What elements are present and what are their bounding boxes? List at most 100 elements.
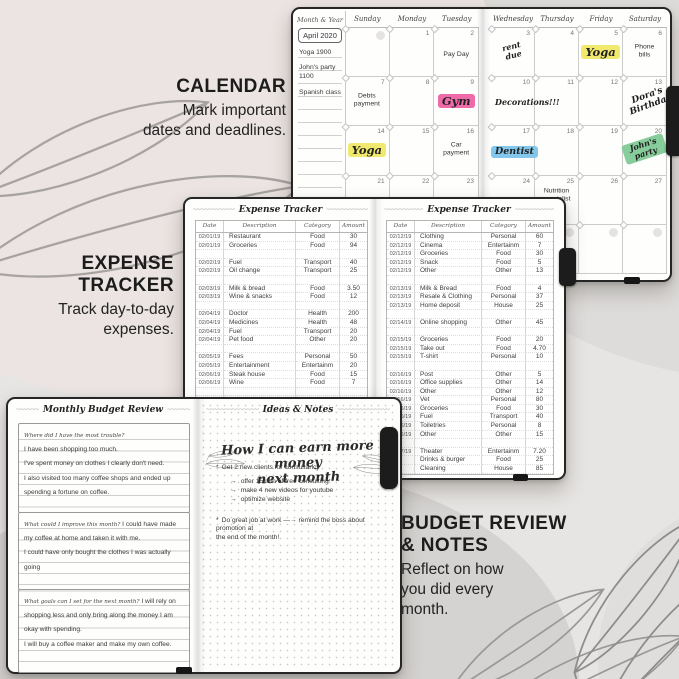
- table-row: 02/12/19 Clothing Personal 60: [387, 233, 553, 242]
- table-row: [387, 327, 553, 337]
- cell-category: [482, 439, 526, 448]
- table-row: 02/16/19 Other Other 12: [387, 387, 553, 397]
- date-number: 17: [522, 128, 530, 136]
- cell-amount: 25: [526, 456, 553, 466]
- day-header: Friday: [589, 15, 613, 23]
- cell-description: Theater: [415, 447, 482, 457]
- cell-amount: 80: [526, 396, 553, 405]
- expense-table: Date Description Category Amount 02/01/19 R…: [195, 220, 368, 406]
- table-row: 02/06/19 Steak house Food 15: [196, 370, 367, 380]
- cell-category: Other: [482, 387, 526, 397]
- cell-amount: 25: [340, 267, 367, 276]
- day-header-row: Sunday Monday Tuesday: [345, 11, 479, 27]
- calendar-cell: 14 Yoga: [345, 126, 390, 176]
- cell-description: [415, 361, 482, 371]
- page-header: ~~~~~~~~~~~~~~~~~~~~~~~~~~~~~~~~~~~~ Exp…: [378, 202, 560, 217]
- cell-date: 02/05/19: [196, 353, 224, 362]
- faded-date-circle: [609, 227, 618, 237]
- elastic-band-tab: [624, 277, 640, 284]
- cell-amount: 20: [526, 336, 553, 345]
- cell-amount: [526, 328, 553, 337]
- cell-description: Pet food: [224, 336, 296, 345]
- expense-table: Date Description Category Amount 02/12/19 C…: [386, 220, 554, 475]
- calendar-cell: 15: [389, 126, 435, 176]
- calendar-label-title: CALENDAR: [176, 76, 286, 97]
- arrow-icon: →: [230, 495, 237, 503]
- cell-category: House: [482, 465, 526, 474]
- faded-date-circle: [375, 31, 385, 40]
- day-header: Wednesday: [492, 15, 534, 23]
- cell-date: 02/14/19: [387, 318, 415, 328]
- calendar-note: rent due: [491, 39, 534, 63]
- cell-description: Cleaning: [415, 465, 482, 474]
- cell-date: 02/15/19: [387, 344, 415, 354]
- cell-description: [415, 310, 482, 319]
- date-number: 26: [610, 177, 618, 185]
- cell-amount: 48: [340, 319, 367, 328]
- page-header: ~~~~~~~~~~~~~~~~~~~~~~~~~~~~~~~~~~~~ Mon…: [10, 402, 196, 417]
- cell-date: 02/04/19: [196, 310, 224, 319]
- notes-bullet-1-text: Get 2 new clients for consultancy: [221, 464, 320, 471]
- calendar-note: Dora's Birthday: [623, 86, 673, 118]
- cell-date: 02/16/19: [387, 387, 415, 397]
- calendar-cell: 13 Dora's Birthday: [623, 77, 673, 127]
- calendar-note-text: rent due: [500, 39, 523, 62]
- expense-label-title: EXPENSE TRACKER: [78, 253, 174, 296]
- table-row: 02/15/19 Groceries Food 20: [387, 336, 553, 345]
- table-row: [196, 275, 367, 285]
- calendar-note-text: Decorations!!!: [495, 97, 560, 108]
- calendar-note: Yoga: [579, 43, 622, 61]
- table-row: Drinks & burger Food 25: [387, 456, 553, 466]
- cell-date: 02/01/19: [196, 241, 224, 251]
- calendar-note-text: Yoga: [347, 143, 387, 158]
- squiggle-divider: ~~~~~~~~~~~~~~~~~~~~~~~~~~~~~~~~~~~~: [326, 205, 368, 214]
- table-row: 02/16/19 Groceries Food 30: [387, 404, 553, 414]
- cell-amount: 7: [340, 379, 367, 388]
- calendar-cell: 7 Debts payment: [345, 77, 390, 127]
- table-row: 02/16/19 Toiletries Personal 8: [387, 422, 553, 431]
- arrow-icon: →: [230, 478, 237, 485]
- cell-amount: 94: [340, 242, 367, 251]
- table-row: 02/02/19 Fuel Transport 40: [196, 258, 367, 268]
- table-row: 02/04/19 Pet food Other 20: [196, 336, 367, 345]
- cell-category: Other: [482, 318, 526, 328]
- day-header: Saturday: [628, 15, 662, 23]
- table-row: 02/04/19 Medicines Health 48: [196, 318, 367, 328]
- arrow-item-text: optimize website: [240, 495, 291, 503]
- date-number: 21: [377, 177, 385, 185]
- cell-amount: 10: [526, 353, 553, 362]
- cell-category: House: [482, 301, 526, 311]
- cell-description: T-shirt: [415, 353, 482, 362]
- calendar-cell: 2 Pay Day: [434, 28, 479, 78]
- cell-date: 02/02/19: [196, 258, 224, 268]
- cell-description: Fuel: [415, 413, 482, 423]
- date-number: 22: [422, 177, 430, 185]
- cell-category: [296, 275, 340, 285]
- cell-category: Transport: [296, 327, 340, 337]
- budget-label-title: BUDGET REVIEW & NOTES: [401, 513, 567, 556]
- cell-category: Food: [482, 284, 526, 294]
- cell-description: Other: [415, 387, 482, 397]
- cell-category: Food: [482, 258, 526, 268]
- cell-amount: [340, 250, 367, 259]
- cell-category: Entertainm: [482, 241, 526, 251]
- calendar-note: Debts payment: [345, 92, 389, 111]
- table-row: [387, 361, 553, 371]
- elastic-band-tab: [176, 667, 192, 674]
- cell-date: [387, 310, 415, 319]
- cell-amount: 15: [340, 371, 367, 380]
- cell-category: Personal: [296, 353, 340, 362]
- calendar-note-text: Gym: [437, 94, 475, 109]
- day-header: Thursday: [540, 15, 574, 23]
- cell-description: Fuel: [224, 258, 296, 268]
- budget-answer: I could have made my coffee at home and …: [24, 521, 177, 571]
- cell-description: Office supplies: [415, 379, 482, 388]
- cell-date: [196, 275, 224, 285]
- date-number: 5: [614, 30, 618, 37]
- calendar-note-text: Debts payment: [353, 92, 380, 108]
- faded-date-circle: [653, 227, 662, 237]
- cell-date: [387, 275, 415, 285]
- cell-amount: 30: [526, 250, 553, 259]
- column-header: Category: [482, 221, 526, 232]
- cell-amount: 5: [526, 371, 553, 380]
